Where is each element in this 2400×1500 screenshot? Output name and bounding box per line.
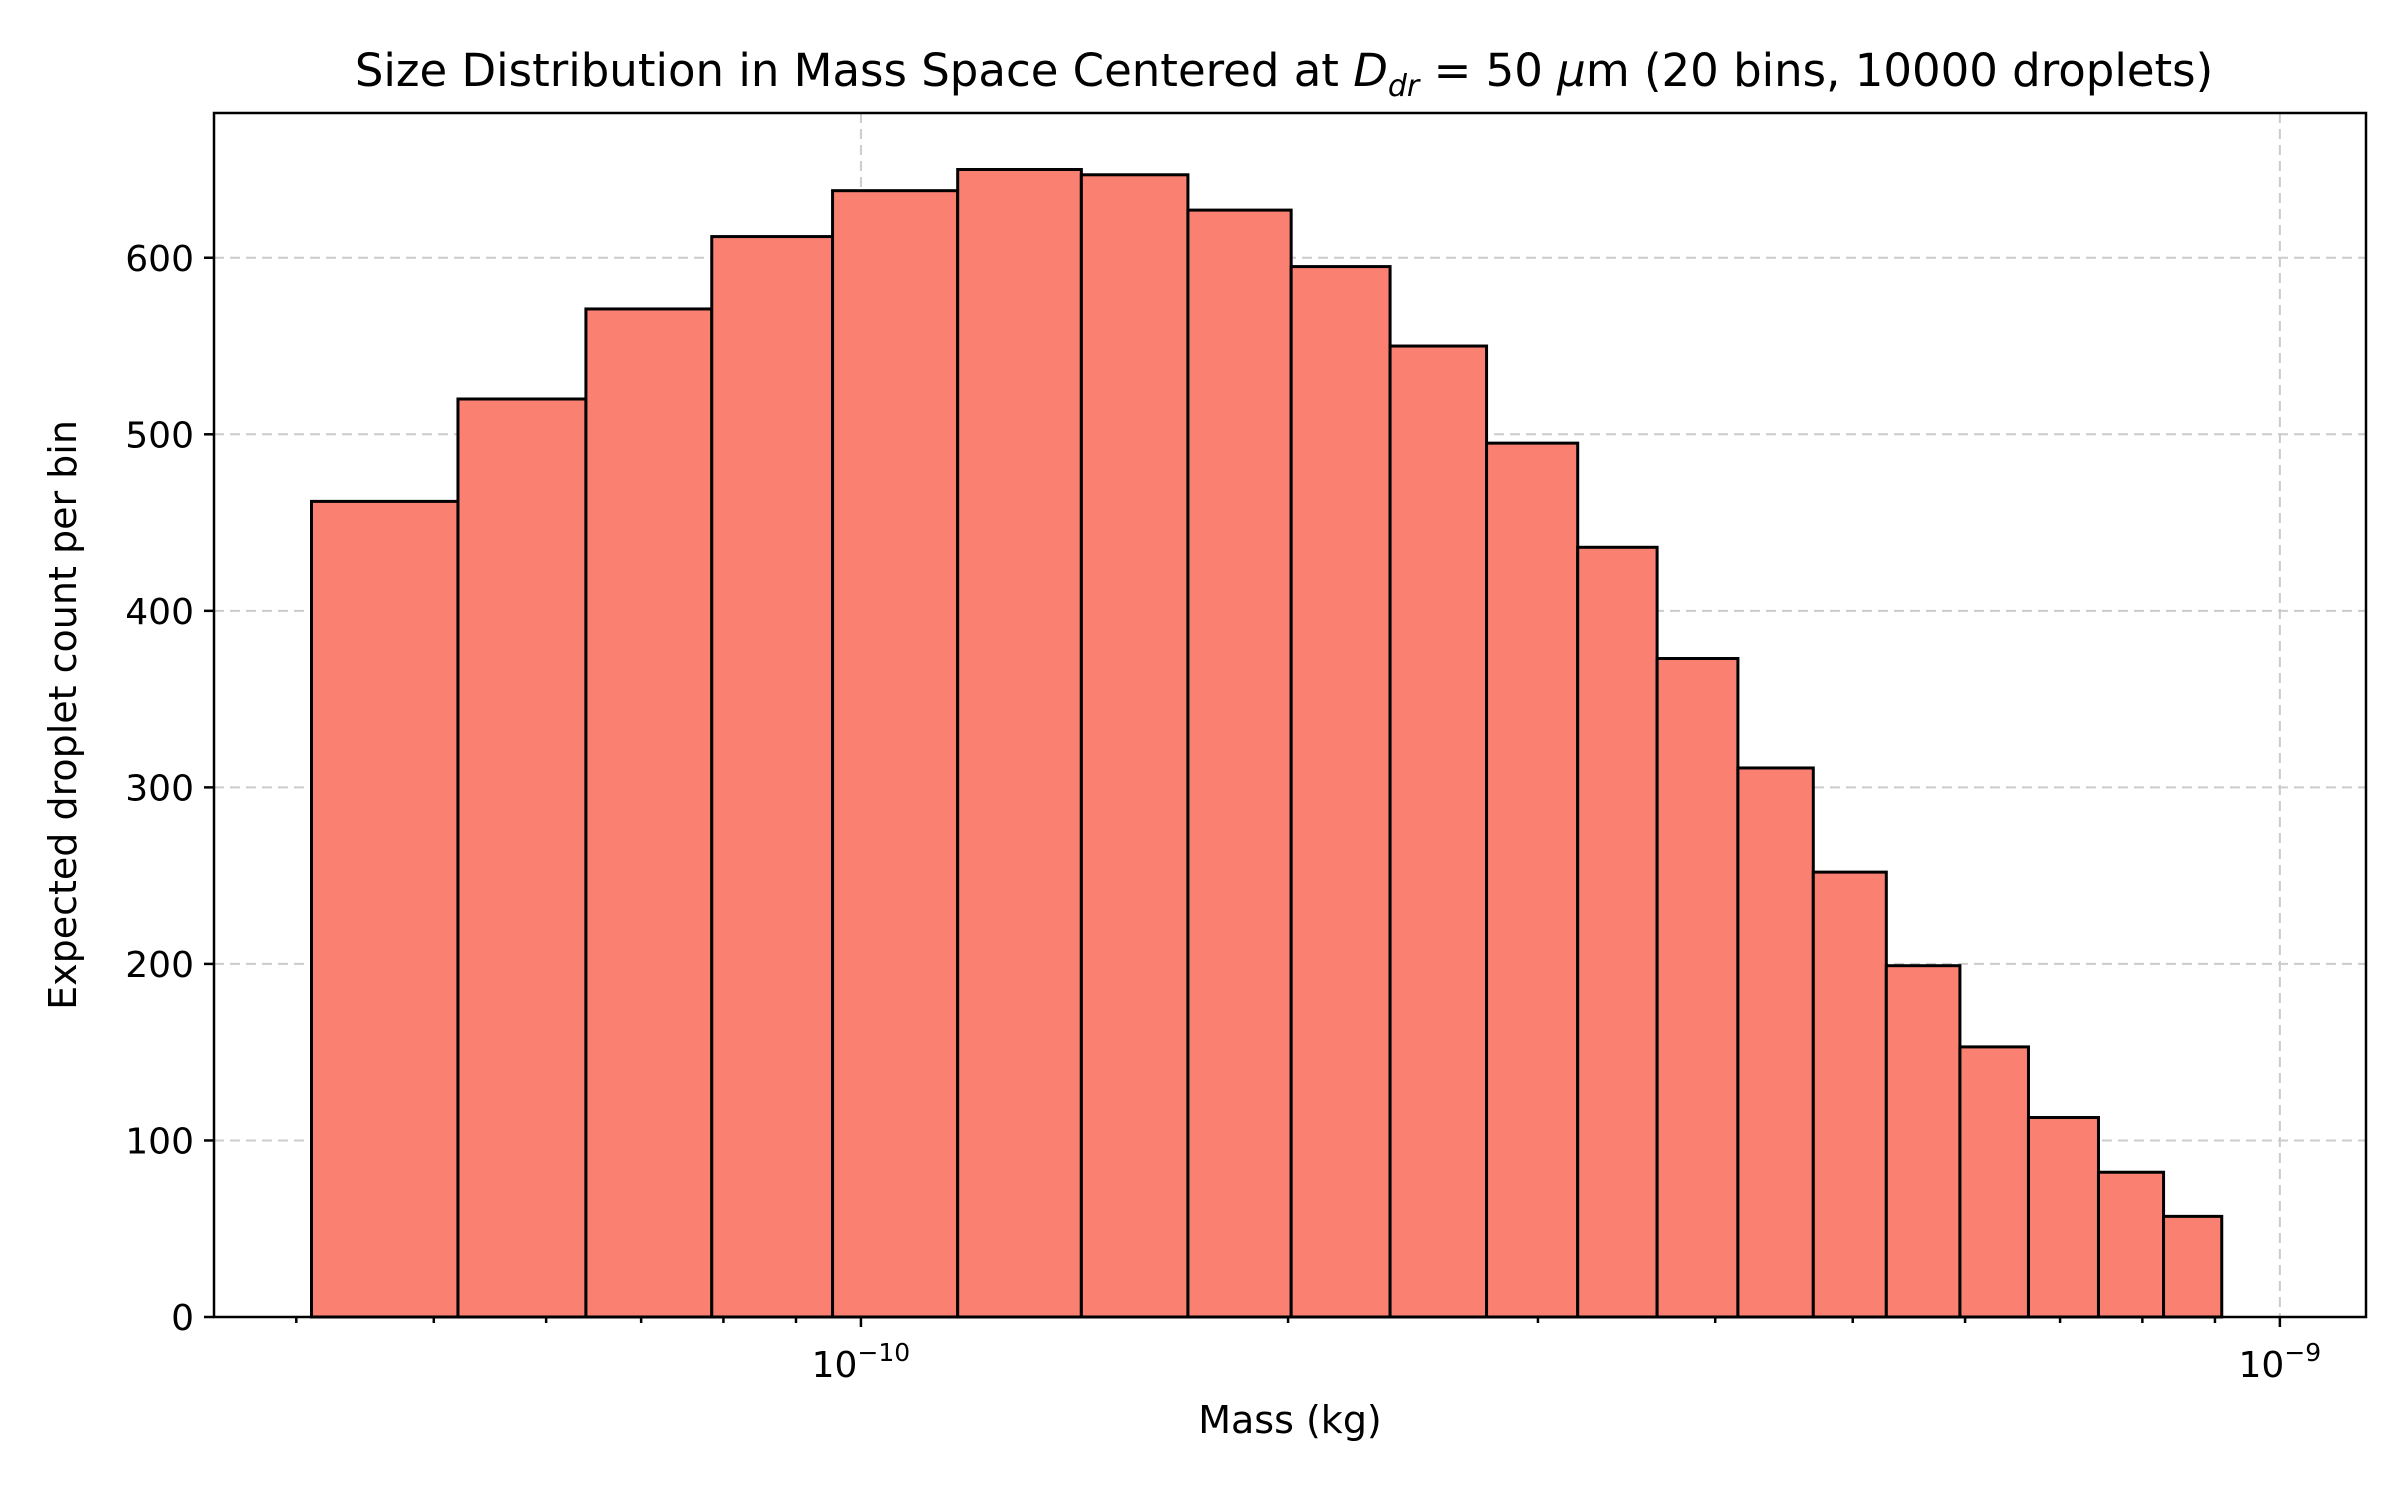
histogram-bar — [1289, 265, 1392, 1319]
histogram-bar — [1485, 441, 1580, 1319]
x-axis-label: Mass (kg) — [1198, 1398, 1382, 1442]
y-tick-label: 300 — [125, 768, 194, 809]
histogram-bar — [2162, 1214, 2224, 1319]
histogram-bar — [956, 167, 1083, 1319]
histogram-bar — [456, 397, 588, 1319]
histogram-bar — [1388, 344, 1489, 1319]
y-tick-label: 400 — [125, 592, 194, 633]
histogram-bar — [710, 235, 835, 1319]
axis-ticks: 0 100 200 300 400 500 600 10−10 10−9 — [125, 239, 2321, 1386]
histogram-bar — [831, 189, 960, 1319]
plot-frame — [212, 111, 2368, 1319]
y-tick-label: 500 — [125, 415, 194, 456]
histogram-bar — [1655, 657, 1740, 1319]
y-axis-label: Expected droplet count per bin — [41, 420, 85, 1010]
histogram-bar — [310, 499, 460, 1319]
histogram-bar — [2026, 1116, 2100, 1319]
histogram-bar — [1576, 545, 1659, 1319]
histogram-bar — [1079, 173, 1190, 1319]
histogram-bar — [584, 307, 714, 1319]
y-tick-label: 600 — [125, 239, 194, 280]
y-tick-label: 100 — [125, 1121, 194, 1162]
y-tick-label: 200 — [125, 945, 194, 986]
x-tick-label: 10−10 — [812, 1338, 911, 1386]
chart-title: Size Distribution in Mass Space Centered… — [355, 44, 2213, 104]
y-tick-label: 0 — [171, 1298, 194, 1339]
histogram-bar — [2096, 1170, 2166, 1319]
x-tick-label: 10−9 — [2239, 1338, 2322, 1386]
histogram-bar — [1811, 870, 1888, 1319]
histogram-bar — [1884, 964, 1962, 1319]
histogram-bar — [1186, 208, 1293, 1319]
histogram-bar — [1736, 766, 1815, 1319]
histogram-bar — [1958, 1045, 2030, 1319]
